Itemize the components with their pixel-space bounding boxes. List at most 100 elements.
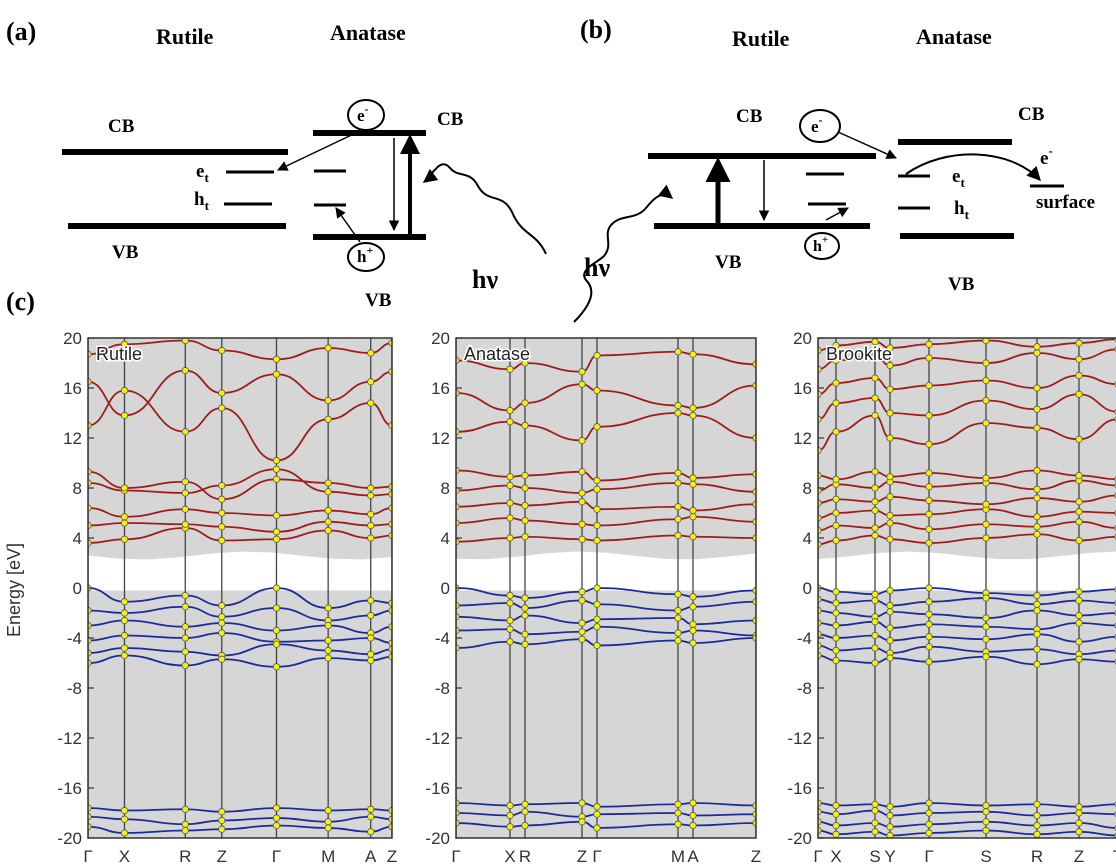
x-tick-label: R: [179, 847, 191, 866]
band-point: [674, 503, 682, 511]
band-point: [456, 819, 460, 827]
band-point: [832, 609, 840, 617]
band-point: [578, 498, 586, 506]
band-point: [818, 799, 822, 807]
band-point: [218, 389, 226, 397]
panel-b-hole-circle: [804, 232, 840, 260]
x-tick-label: Γ: [451, 847, 460, 866]
band-point: [367, 349, 375, 357]
y-tick-label: -8: [67, 679, 82, 698]
y-tick-label: 20: [431, 329, 450, 348]
band-point: [521, 594, 529, 602]
y-tick-label: 12: [793, 429, 812, 448]
panel-b-anatase-title: Anatase: [916, 24, 992, 49]
panel-a-hole-circle: [347, 242, 385, 272]
x-tick-label: M: [321, 847, 335, 866]
band-point: [456, 466, 460, 475]
band-point: [506, 418, 514, 426]
band-point: [506, 625, 514, 633]
band-point: [1075, 390, 1083, 398]
band-point: [506, 801, 514, 810]
band-line: [88, 339, 392, 361]
panel-b-hole-label: h+: [813, 234, 828, 255]
band-point: [120, 535, 129, 543]
band-point: [120, 484, 129, 492]
y-tick-label: 16: [63, 379, 82, 398]
x-tick-label: M: [671, 847, 685, 866]
band-point: [689, 506, 697, 515]
band-point: [1075, 498, 1083, 506]
y-tick-label: 4: [441, 529, 450, 548]
band-point: [456, 799, 460, 807]
band-point: [689, 350, 697, 358]
band-point: [272, 663, 281, 671]
band-point: [886, 624, 894, 632]
band-point: [578, 535, 586, 543]
panel-b-surface-transfer-arrow: [905, 153, 1041, 182]
band-point: [1033, 349, 1041, 357]
band-point: [593, 505, 601, 513]
band-point: [521, 516, 529, 525]
band-point: [689, 639, 697, 647]
band-point: [1033, 821, 1041, 830]
band-point: [272, 535, 281, 543]
band-line: [88, 520, 392, 533]
band-point: [506, 365, 514, 373]
y-tick-label: 4: [803, 529, 812, 548]
band-point: [456, 613, 460, 621]
y-tick-label: -16: [57, 779, 82, 798]
band-point: [818, 471, 822, 480]
band-point: [367, 634, 375, 642]
band-point: [925, 598, 933, 606]
y-tick-label: -16: [787, 779, 812, 798]
band-line: [88, 605, 392, 622]
band-point: [689, 821, 697, 830]
band-point: [218, 613, 226, 621]
band-point: [1033, 485, 1041, 493]
band-point: [218, 825, 226, 833]
panel-b-hole-transfer-arrow: [825, 207, 849, 221]
band-point: [578, 368, 586, 376]
band-point: [832, 801, 840, 810]
band-point: [925, 658, 933, 666]
band-line: [88, 470, 392, 501]
y-tick-label: 12: [431, 429, 450, 448]
band-point: [367, 378, 375, 386]
band-point: [218, 481, 226, 490]
band-gap-region: [88, 551, 392, 591]
band-point: [1075, 619, 1083, 627]
y-tick-label: 0: [73, 579, 82, 598]
panel-a-photon-label: hν: [472, 265, 498, 294]
band-point: [506, 481, 514, 490]
band-point: [456, 626, 460, 635]
band-point: [832, 379, 840, 387]
band-point: [218, 509, 226, 517]
band-point: [218, 601, 226, 610]
band-point: [886, 519, 894, 527]
band-point: [832, 588, 840, 596]
band-point: [925, 620, 933, 628]
band-point: [456, 503, 460, 511]
band-point: [578, 596, 586, 605]
panel-a-label: (a): [6, 17, 36, 46]
band-point: [1033, 606, 1041, 615]
band-point: [181, 603, 189, 611]
band-point: [925, 510, 933, 518]
band-line: [88, 389, 392, 462]
band-point: [1033, 591, 1041, 600]
band-point: [818, 641, 822, 650]
band-point: [1033, 800, 1041, 808]
band-point: [832, 495, 840, 503]
band-point: [886, 654, 894, 662]
band-point: [1033, 630, 1041, 638]
band-point: [982, 500, 990, 508]
band-point: [886, 511, 894, 520]
band-point: [272, 604, 281, 612]
band-point: [832, 341, 840, 350]
y-tick-label: 20: [793, 329, 812, 348]
x-tick-label: R: [519, 847, 531, 866]
band-line: [88, 587, 392, 609]
x-tick-label: Z: [387, 847, 397, 866]
